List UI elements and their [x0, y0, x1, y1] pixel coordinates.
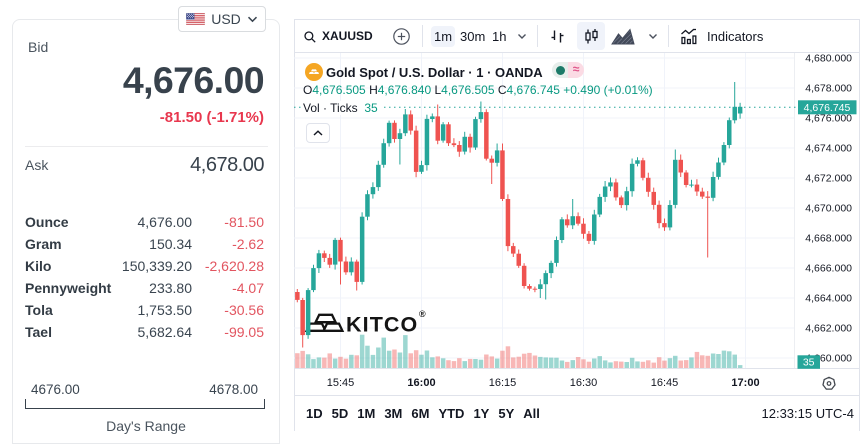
- svg-text:15:45: 15:45: [327, 377, 355, 389]
- svg-text:4,676.000: 4,676.000: [805, 113, 852, 125]
- svg-text:16:45: 16:45: [651, 377, 679, 389]
- svg-text:16:00: 16:00: [407, 377, 435, 389]
- svg-text:4,668.000: 4,668.000: [805, 233, 852, 245]
- svg-text:4,662.000: 4,662.000: [805, 323, 852, 335]
- svg-text:KITCO: KITCO: [346, 313, 418, 337]
- svg-text:4,676.745: 4,676.745: [804, 102, 851, 114]
- svg-text:4,664.000: 4,664.000: [805, 293, 852, 305]
- svg-text:4,678.000: 4,678.000: [805, 83, 852, 95]
- svg-text:4,672.000: 4,672.000: [805, 173, 852, 185]
- svg-text:4,670.000: 4,670.000: [805, 203, 852, 215]
- svg-text:4,680.000: 4,680.000: [805, 53, 852, 65]
- svg-text:17:00: 17:00: [731, 377, 759, 389]
- svg-text:4,674.000: 4,674.000: [805, 143, 852, 155]
- svg-text:4,666.000: 4,666.000: [805, 263, 852, 275]
- svg-text:®: ®: [419, 309, 426, 319]
- svg-text:16:30: 16:30: [570, 377, 598, 389]
- svg-text:35: 35: [803, 356, 815, 368]
- svg-text:16:15: 16:15: [489, 377, 517, 389]
